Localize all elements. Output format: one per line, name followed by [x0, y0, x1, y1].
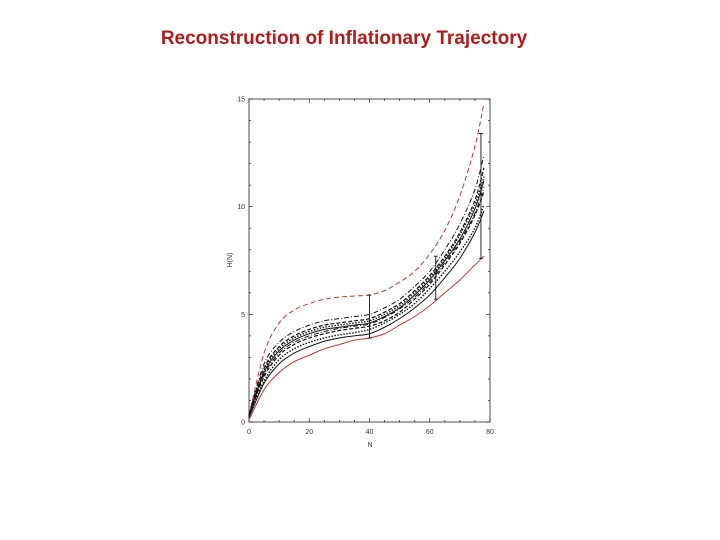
series-line-10	[248, 210, 485, 418]
plot-frame	[248, 98, 491, 423]
x-tick-label: 60	[426, 429, 434, 436]
series-line-5	[248, 191, 485, 416]
y-tick-label: 0	[241, 420, 245, 427]
x-axis-label: N	[367, 442, 372, 449]
error-bars	[367, 133, 483, 339]
slide-title: Reconstruction of Inflationary Trajector…	[160, 28, 528, 49]
series-lines	[248, 103, 485, 421]
x-tick-label: 80	[486, 429, 494, 436]
y-tick-label: 15	[237, 97, 245, 104]
series-line-3	[248, 180, 485, 416]
plot-border	[248, 98, 491, 423]
x-tick-label: 40	[366, 429, 374, 436]
tick-labels: 0 20 40 60 80 0 5 10 15	[237, 97, 494, 437]
y-axis-label: H(N)	[227, 253, 234, 268]
x-tick-label: 20	[305, 429, 313, 436]
series-line-4	[248, 167, 485, 415]
x-tick-label: 0	[247, 429, 251, 436]
series-line-2	[248, 255, 485, 421]
axis-ticks	[248, 98, 491, 423]
series-line-7	[248, 204, 485, 417]
y-tick-label: 10	[237, 204, 245, 211]
series-line-6	[248, 176, 485, 416]
y-tick-label: 5	[241, 312, 245, 319]
series-line-8	[248, 154, 485, 415]
series-line-9	[248, 187, 485, 416]
